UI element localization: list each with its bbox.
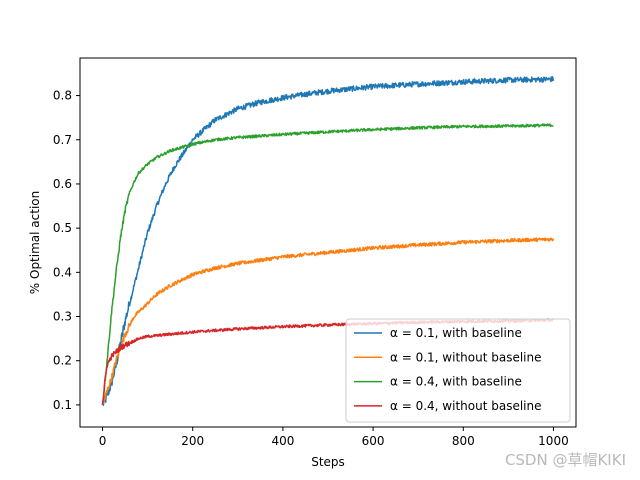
y-tick-label: 0.7 (53, 133, 72, 147)
legend-box (345, 318, 571, 423)
series-line (101, 123, 554, 405)
x-axis: 0 200 400 600 800 1000 (99, 427, 569, 448)
legend-entry-label: α = 0.1, with baseline (390, 326, 522, 340)
x-tick-label: 600 (362, 434, 385, 448)
watermark: CSDN @草帽KIKI (504, 451, 626, 469)
legend-entry-label: α = 0.1, without baseline (390, 350, 542, 364)
x-tick-label: 0 (99, 434, 107, 448)
x-tick-label: 1000 (538, 434, 569, 448)
x-tick-label: 400 (271, 434, 294, 448)
series-line (101, 76, 555, 406)
y-tick-label: 0.2 (53, 354, 72, 368)
axes-frame (79, 57, 577, 428)
y-tick-label: 0.5 (53, 221, 72, 235)
legend: α = 0.1, with baseline α = 0.1, without b… (345, 318, 571, 423)
legend-entry-label: α = 0.4, without baseline (390, 399, 542, 413)
y-tick-label: 0.1 (53, 398, 72, 412)
x-axis-label: Steps (311, 455, 345, 469)
y-tick-label: 0.6 (53, 177, 72, 191)
x-tick-label: 800 (452, 434, 475, 448)
series-line (102, 237, 555, 406)
y-axis-label: % Optimal action (28, 191, 42, 294)
y-tick-label: 0.4 (53, 265, 72, 279)
y-tick-label: 0.3 (53, 310, 72, 324)
x-tick-label: 200 (181, 434, 204, 448)
y-tick-label: 0.8 (53, 89, 72, 103)
legend-entry-label: α = 0.4, with baseline (390, 375, 522, 389)
y-axis: 0.1 0.2 0.3 0.4 0.5 0.6 0.7 0.8 (53, 89, 80, 412)
